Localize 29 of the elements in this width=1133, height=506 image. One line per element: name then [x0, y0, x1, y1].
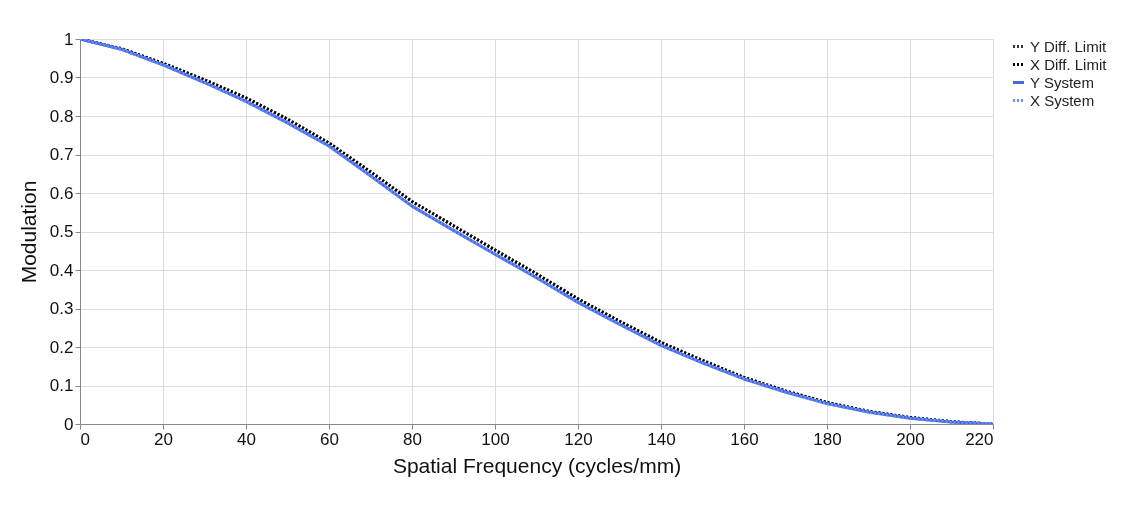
x-tick-label: 40: [237, 429, 256, 449]
x-tick-label: 20: [154, 429, 173, 449]
x-tick-label: 80: [403, 429, 422, 449]
y-tick-label: 0: [64, 414, 74, 434]
y-tick-label: 0.6: [49, 183, 74, 203]
x-tick-label: 200: [896, 429, 925, 449]
legend-label: X System: [1030, 91, 1095, 109]
y-tick-label: 0.7: [49, 145, 74, 164]
x-tick-label: 0: [80, 429, 90, 449]
y-tick-label: 0.3: [49, 299, 74, 318]
x-tick-label: 180: [813, 429, 842, 449]
y-tick-label: 1: [64, 29, 74, 49]
legend-label: X Diff. Limit: [1030, 55, 1108, 73]
legend-label: Y Diff. Limit: [1030, 37, 1107, 55]
y-tick-label: 0.5: [49, 222, 74, 241]
x-tick-label: 60: [320, 429, 339, 449]
y-tick-label: 0.4: [49, 260, 74, 280]
x-tick-label: 100: [481, 429, 510, 449]
x-tick-label: 120: [564, 429, 593, 449]
x-axis-title: Spatial Frequency (cycles/mm): [392, 453, 682, 477]
y-tick-label: 0.8: [49, 106, 74, 126]
y-tick-label: 0.1: [49, 376, 74, 395]
y-tick-label: 0.2: [49, 337, 74, 357]
y-axis-title: Modulation: [16, 180, 40, 284]
y-tick-label: 0.9: [49, 68, 74, 87]
x-tick-label: 160: [730, 429, 759, 449]
x-tick-label: 140: [647, 429, 676, 449]
x-tick-label: 220: [965, 429, 994, 449]
legend-label: Y System: [1030, 73, 1094, 91]
